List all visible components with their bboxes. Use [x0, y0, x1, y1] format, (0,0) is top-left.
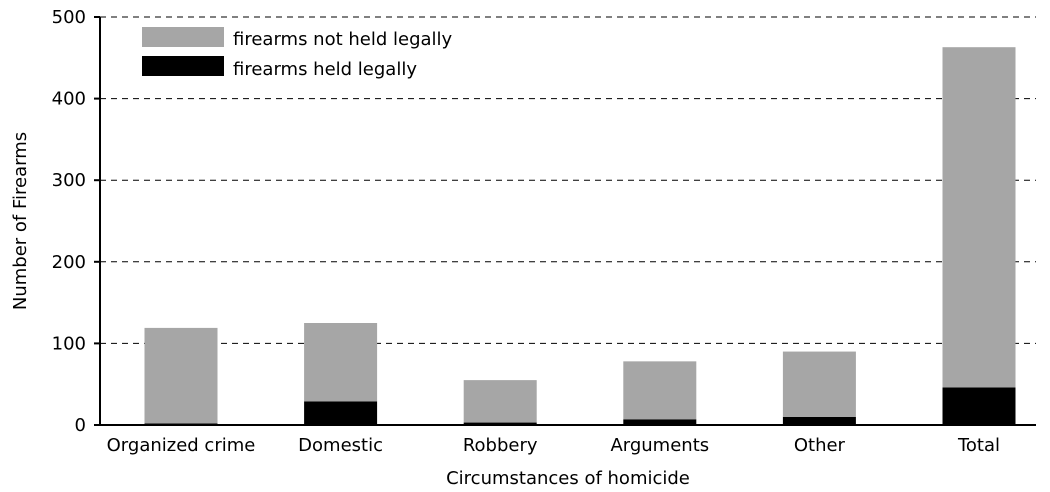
legend: firearms not held legally firearms held … [142, 27, 453, 80]
x-category-label: Arguments [610, 435, 709, 456]
legend-swatch-held-legally [142, 56, 224, 76]
bar-not-held-legally [304, 323, 378, 402]
x-category-label: Organized crime [107, 435, 256, 456]
y-axis-title: Number of Firearms [10, 132, 31, 310]
bar-not-held-legally [623, 361, 697, 420]
y-tick-label: 500 [52, 7, 86, 28]
bar-not-held-legally [942, 47, 1016, 388]
x-category-label: Robbery [463, 435, 538, 456]
y-tick-label: 100 [52, 333, 86, 354]
y-tick-label: 300 [52, 170, 86, 191]
legend-label-held-legally: firearms held legally [233, 59, 417, 80]
bar-held-legally [782, 416, 856, 425]
bar-held-legally [304, 401, 378, 425]
bar-held-legally [463, 422, 537, 425]
axes [99, 17, 1036, 426]
y-tick-label: 200 [52, 252, 86, 273]
y-tick-labels: 0 100 200 300 400 500 [52, 7, 100, 436]
bar-not-held-legally [782, 351, 856, 417]
x-category-labels: Organized crime Domestic Robbery Arguments O… [107, 435, 1000, 456]
x-category-label: Other [794, 435, 846, 456]
x-category-label: Total [957, 435, 1000, 456]
x-category-label: Domestic [298, 435, 383, 456]
y-tick-label: 400 [52, 89, 86, 110]
bar-held-legally [942, 387, 1016, 425]
x-axis-title: Circumstances of homicide [446, 468, 690, 489]
bars [144, 47, 1016, 425]
grid-lines [100, 16, 1036, 344]
y-tick-label: 0 [75, 415, 86, 436]
legend-swatch-not-held-legally [142, 27, 224, 47]
bar-held-legally [623, 419, 697, 425]
legend-label-not-held-legally: firearms not held legally [233, 29, 453, 50]
bar-not-held-legally [144, 327, 218, 424]
bar-not-held-legally [463, 380, 537, 423]
